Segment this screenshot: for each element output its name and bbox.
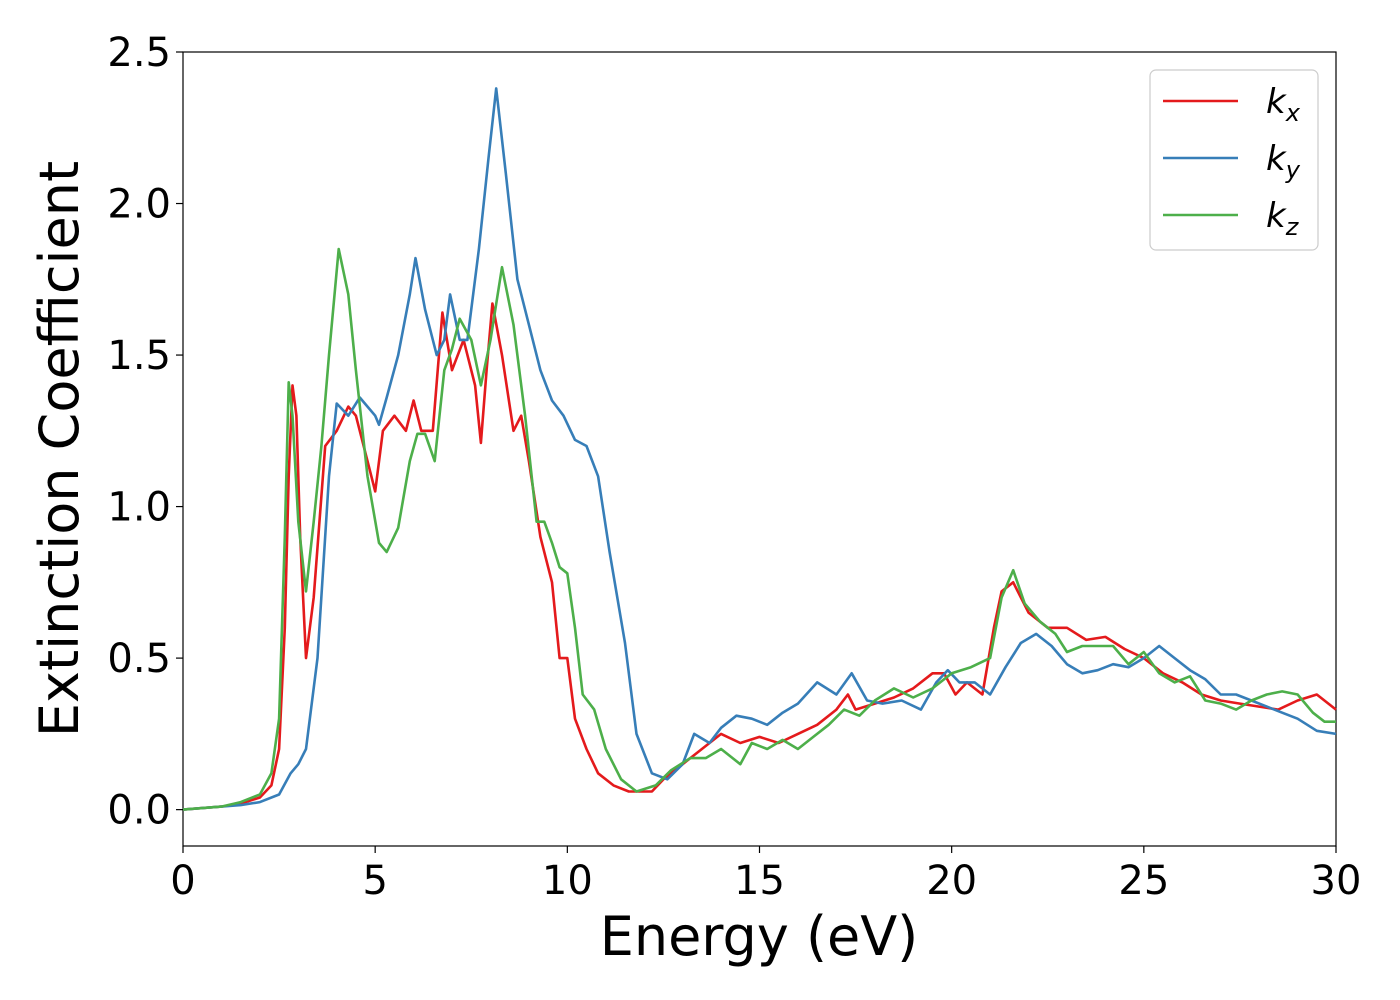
y-axis-title: Extinction Coefficient: [28, 161, 91, 737]
y-tick-label: 0.5: [107, 636, 171, 682]
series-lines: [182, 87, 1337, 811]
legend-label-k_y: ky: [1266, 139, 1301, 184]
x-tick-label: 0: [170, 858, 195, 904]
x-axis: 0 5 10 15 20 25 30: [170, 846, 1361, 904]
legend-box: [1149, 69, 1319, 251]
y-tick-label: 0.0: [107, 788, 171, 834]
x-tick-label: 20: [926, 858, 977, 904]
x-axis-title: Energy (eV): [600, 905, 919, 968]
plot-area: [182, 51, 1337, 847]
legend-label-k_x: kx: [1266, 82, 1301, 127]
legend-label-k_z: kz: [1266, 196, 1300, 241]
x-tick-label: 15: [734, 858, 785, 904]
x-tick-label: 30: [1311, 858, 1362, 904]
x-tick-label: 5: [362, 858, 387, 904]
series-line-k_y: [182, 87, 1337, 811]
x-tick-label: 25: [1118, 858, 1169, 904]
legend: kx ky kz: [1149, 69, 1319, 251]
series-line-k_x: [182, 302, 1337, 811]
y-tick-label: 1.0: [107, 485, 171, 531]
series-line-k_z: [182, 247, 1336, 811]
y-tick-label: 2.5: [107, 30, 171, 76]
y-tick-label: 1.5: [107, 333, 171, 379]
y-tick-label: 2.0: [107, 182, 171, 228]
x-tick-label: 10: [542, 858, 593, 904]
y-axis: 0.0 0.5 1.0 1.5 2.0 2.5: [107, 30, 183, 834]
